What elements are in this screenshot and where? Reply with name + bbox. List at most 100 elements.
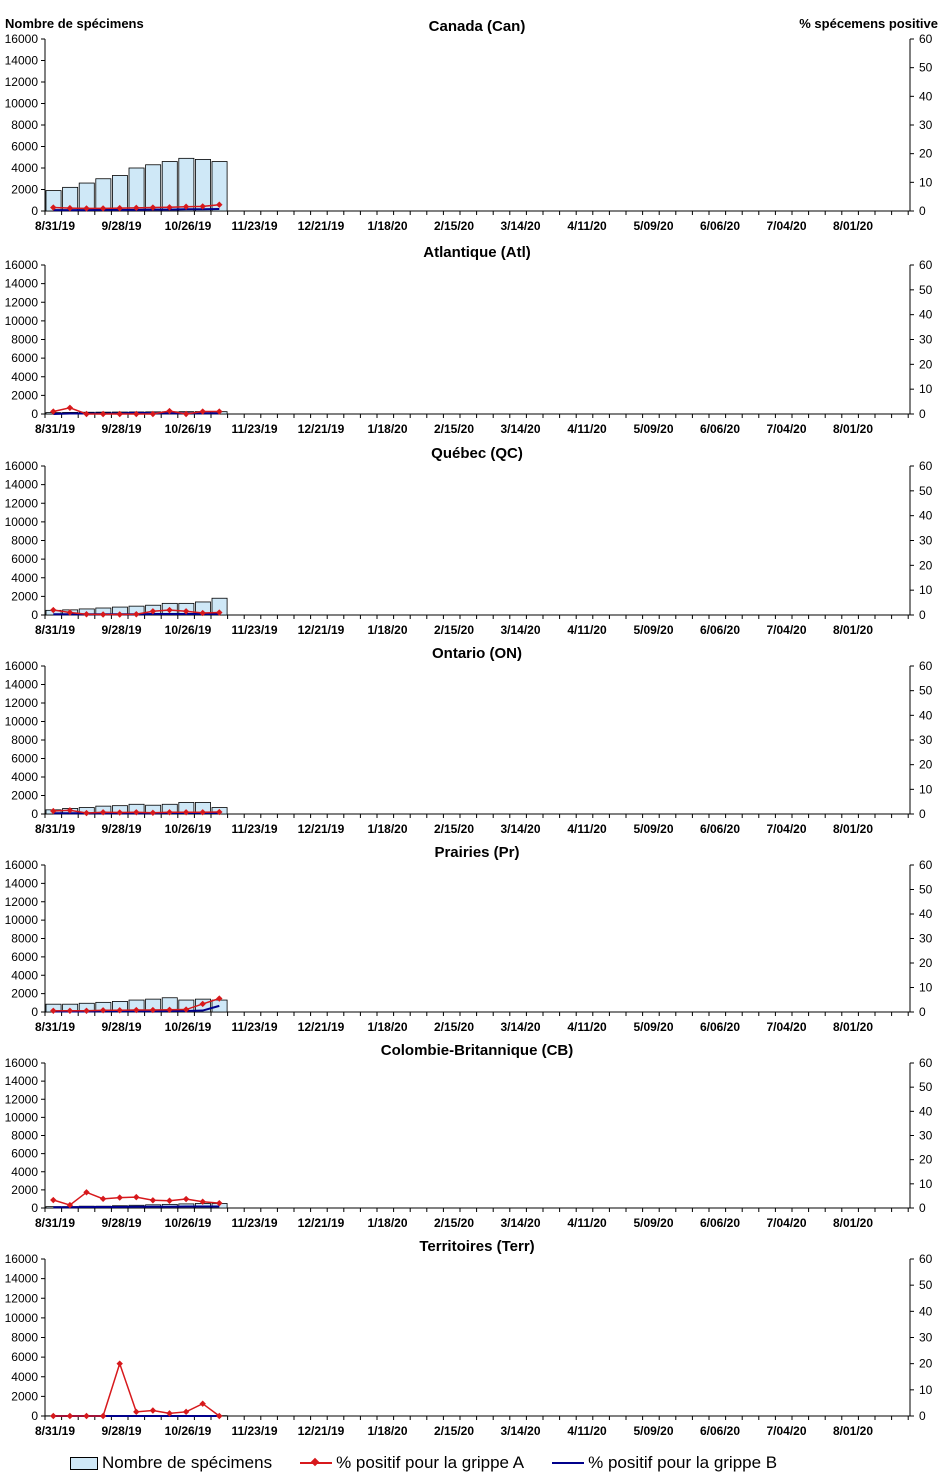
x-tick-label: 9/28/19 — [101, 219, 141, 233]
panel-title: Québec (QC) — [431, 445, 523, 462]
flu-a-point — [99, 410, 107, 418]
y-tick-label: 16000 — [5, 858, 39, 872]
y-tick-label: 8000 — [11, 932, 38, 946]
y-tick-label: 16000 — [5, 459, 39, 473]
x-tick-label: 10/26/19 — [165, 1424, 212, 1438]
x-tick-label: 12/21/19 — [298, 1020, 345, 1034]
x-tick-label: 12/21/19 — [298, 822, 345, 836]
y-tick-label: 6000 — [11, 950, 38, 964]
flu-a-point — [149, 1006, 157, 1014]
x-tick-label: 4/11/20 — [567, 1020, 607, 1034]
x-tick-label: 7/04/20 — [766, 822, 806, 836]
y2-tick-label: 0 — [919, 407, 926, 421]
x-tick-label: 8/01/20 — [833, 1424, 873, 1438]
y-tick-label: 2000 — [11, 589, 38, 603]
x-tick-label: 11/23/19 — [231, 422, 277, 436]
y-tick-label: 4000 — [11, 571, 38, 585]
flu-a-point — [83, 1189, 90, 1196]
flu-a-point — [83, 611, 90, 618]
y2-tick-label: 30 — [919, 932, 933, 946]
y2-tick-label: 40 — [919, 907, 933, 921]
y-tick-label: 0 — [31, 1409, 38, 1423]
right-axis-title: % spécemens positive — [799, 16, 938, 31]
x-tick-label: 11/23/19 — [231, 1216, 277, 1230]
y-tick-label: 10000 — [5, 913, 39, 927]
x-tick-label: 4/11/20 — [567, 1216, 607, 1230]
panel-title: Ontario (ON) — [432, 645, 522, 662]
y2-tick-label: 30 — [919, 1331, 933, 1345]
y2-tick-label: 20 — [919, 558, 933, 572]
flu-a-point — [216, 1412, 223, 1420]
flu-a-point — [99, 611, 107, 618]
legend-line-b-swatch-icon — [552, 1456, 585, 1470]
flu-a-point — [50, 606, 57, 614]
y-tick-label: 14000 — [5, 876, 39, 890]
x-tick-label: 6/06/20 — [700, 623, 740, 637]
y-tick-label: 16000 — [5, 1056, 39, 1070]
x-tick-label: 8/31/19 — [35, 623, 75, 637]
x-tick-label: 9/28/19 — [101, 1216, 141, 1230]
x-tick-label: 6/06/20 — [700, 422, 740, 436]
y-tick-label: 0 — [31, 204, 38, 218]
y-tick-label: 8000 — [11, 118, 38, 132]
x-tick-label: 3/14/20 — [500, 1424, 540, 1438]
y-tick-label: 12000 — [5, 1291, 39, 1305]
flu-a-line — [53, 1361, 220, 1417]
y2-tick-label: 50 — [919, 883, 933, 897]
x-tick-label: 2/15/20 — [434, 219, 474, 233]
y-tick-label: 14000 — [5, 54, 39, 68]
flu-a-point — [50, 204, 57, 211]
x-tick-label: 2/15/20 — [434, 1020, 474, 1034]
panel-title: Colombie-Britannique (CB) — [381, 1042, 574, 1059]
x-tick-label: 9/28/19 — [101, 1424, 141, 1438]
x-tick-label: 10/26/19 — [165, 623, 212, 637]
x-tick-label: 11/23/19 — [231, 623, 277, 637]
flu-a-point — [216, 995, 223, 1002]
flu-a-point — [50, 807, 57, 815]
flu-a-point — [66, 1201, 74, 1209]
y-tick-label: 14000 — [5, 678, 39, 692]
flu-a-point — [133, 1408, 140, 1416]
specimen-bar — [194, 158, 211, 212]
x-tick-label: 9/28/19 — [101, 1020, 141, 1034]
flu-a-point — [83, 1412, 90, 1420]
flu-a-point — [116, 1007, 123, 1014]
x-tick-label: 12/21/19 — [298, 1216, 345, 1230]
panel-title: Atlantique (Atl) — [423, 244, 530, 261]
flu-a-point — [166, 1006, 173, 1013]
flu-a-point — [66, 609, 74, 616]
y2-tick-label: 10 — [919, 1383, 933, 1397]
x-tick-label: 12/21/19 — [298, 422, 345, 436]
flu-a-point — [133, 410, 140, 418]
y2-tick-label: 30 — [919, 534, 933, 548]
flu-a-point — [166, 407, 173, 415]
y-tick-label: 10000 — [5, 1311, 39, 1325]
y-tick-label: 16000 — [5, 258, 39, 272]
y-tick-label: 12000 — [5, 496, 39, 510]
x-tick-label: 12/21/19 — [298, 219, 345, 233]
y2-tick-label: 40 — [919, 509, 933, 523]
flu-a-point — [50, 408, 57, 415]
x-tick-label: 3/14/20 — [500, 623, 540, 637]
flu-a-point — [133, 204, 140, 212]
x-tick-label: 5/09/20 — [633, 422, 673, 436]
x-tick-label: 1/18/20 — [367, 623, 407, 637]
x-tick-label: 3/14/20 — [500, 1216, 540, 1230]
y-tick-label: 8000 — [11, 733, 38, 747]
y2-tick-label: 0 — [919, 807, 926, 821]
x-tick-label: 9/28/19 — [101, 822, 141, 836]
y-tick-label: 8000 — [11, 1331, 38, 1345]
flu-a-point — [216, 408, 223, 415]
flu-a-point — [166, 1197, 173, 1204]
legend-bar-swatch-icon — [70, 1456, 98, 1470]
x-tick-label: 7/04/20 — [766, 1020, 806, 1034]
flu-a-point — [83, 809, 90, 817]
y2-tick-label: 20 — [919, 956, 933, 970]
y-tick-label: 0 — [31, 1005, 38, 1019]
flu-a-point — [116, 1194, 123, 1201]
y-tick-label: 12000 — [5, 1092, 39, 1106]
x-tick-label: 1/18/20 — [367, 422, 407, 436]
flu-a-point — [149, 410, 157, 418]
y2-tick-label: 0 — [919, 1005, 926, 1019]
x-tick-label: 5/09/20 — [633, 219, 673, 233]
